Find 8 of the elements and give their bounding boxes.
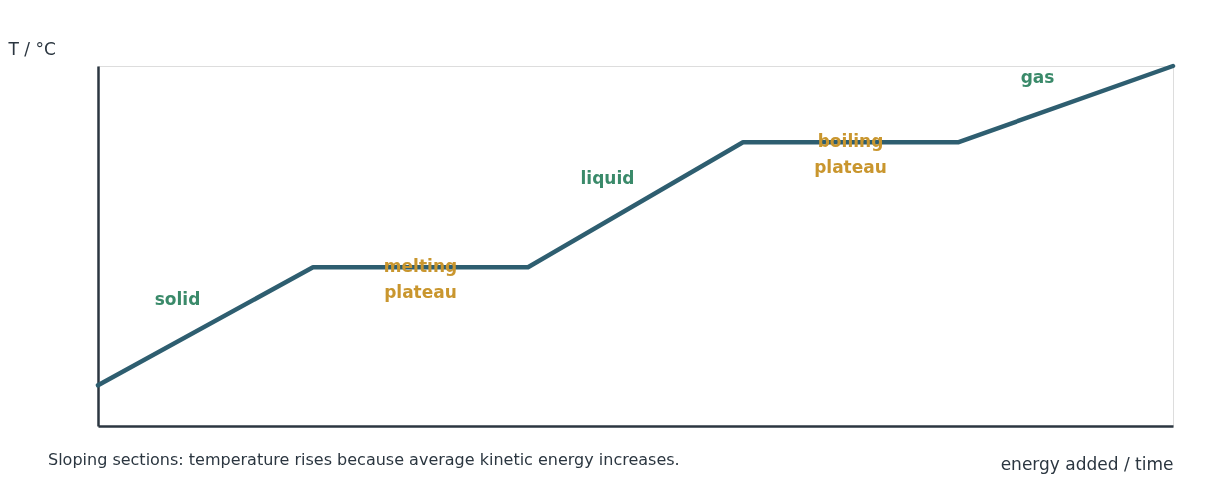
annotation: gas [1020, 67, 1055, 88]
annotation: boiling plateau [814, 131, 887, 178]
annotation: solid [154, 289, 201, 310]
text: Sloping sections: temperature rises because average kinetic energy increases. [48, 450, 680, 469]
x-axis-title: energy added / time [1000, 453, 1174, 474]
annotation: liquid [580, 167, 635, 188]
y-axis-title: T / °C [7, 38, 56, 59]
annotation: melting plateau [383, 256, 458, 303]
